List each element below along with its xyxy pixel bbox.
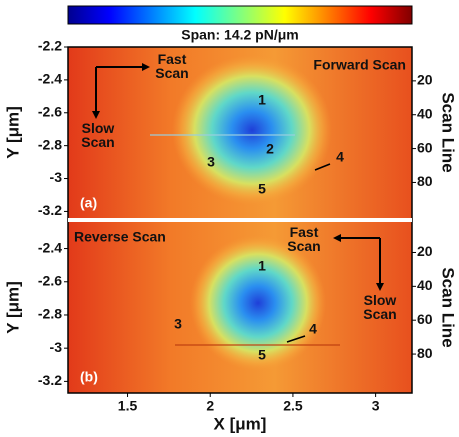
y2-tick-label: 60 (417, 139, 433, 155)
annotation: 5 (258, 181, 266, 197)
y-tick-label: -3.2 (38, 202, 62, 218)
slow-scan-label: Slow Scan (363, 292, 397, 322)
scan-label: Reverse Scan (74, 229, 166, 245)
panel-label: (a) (80, 195, 97, 211)
x-tick-label: 3 (372, 398, 380, 414)
y-tick-label: -2.2 (38, 38, 62, 54)
arrow-head (92, 111, 100, 119)
y2-tick-label: 20 (417, 243, 433, 259)
y2-tick-label: 60 (417, 311, 433, 327)
heatmap-feature (172, 55, 332, 205)
annotation: 4 (309, 321, 317, 337)
colorbar-label: Span: 14.2 pN/μm (181, 27, 298, 43)
slow-scan-label: Slow Scan (81, 120, 115, 150)
arrow-head (376, 283, 384, 291)
annotation: 2 (266, 141, 274, 157)
arrow-head (142, 63, 150, 71)
annotation: 1 (258, 258, 266, 274)
panel-label: (b) (80, 369, 98, 385)
y-tick-label: -2.4 (38, 239, 62, 255)
x-axis-label: X [μm] (214, 414, 267, 433)
fast-scan-label: Fast Scan (155, 51, 189, 81)
arrow (286, 335, 306, 343)
y-axis-label: Y [μm] (3, 106, 22, 159)
y2-tick-label: 80 (417, 173, 433, 189)
colorbar (67, 5, 413, 25)
y2-tick-label: 40 (417, 277, 433, 293)
arrow (314, 163, 331, 171)
y-tick-label: -2.8 (38, 136, 62, 152)
y-tick-label: -2.8 (38, 306, 62, 322)
scan-label: Forward Scan (313, 57, 406, 73)
annotation: 4 (336, 149, 344, 165)
y2-tick-label: 80 (417, 345, 433, 361)
y-tick-label: -2.6 (38, 272, 62, 288)
x-tick-label: 2 (206, 398, 214, 414)
y2-axis-label: Scan Line (439, 92, 458, 172)
y2-tick-label: 20 (417, 72, 433, 88)
y-tick-label: -3 (50, 339, 63, 355)
arrow-head (333, 234, 341, 242)
x-tick-label: 2.5 (283, 398, 303, 414)
y-axis-label: Y [μm] (3, 281, 22, 334)
y-tick-label: -2.4 (38, 71, 62, 87)
annotation: 3 (207, 154, 215, 170)
y-tick-label: -3 (50, 169, 63, 185)
x-tick-label: 1.5 (118, 398, 138, 414)
annotation: 3 (174, 316, 182, 332)
y2-axis-label: Scan Line (439, 267, 458, 347)
y2-tick-label: 40 (417, 105, 433, 121)
y-tick-label: -3.2 (38, 372, 62, 388)
annotation: 5 (258, 347, 266, 363)
y-tick-label: -2.6 (38, 103, 62, 119)
fast-scan-label: Fast Scan (287, 224, 321, 254)
annotation: 1 (258, 92, 266, 108)
heatmap-feature (190, 235, 326, 371)
